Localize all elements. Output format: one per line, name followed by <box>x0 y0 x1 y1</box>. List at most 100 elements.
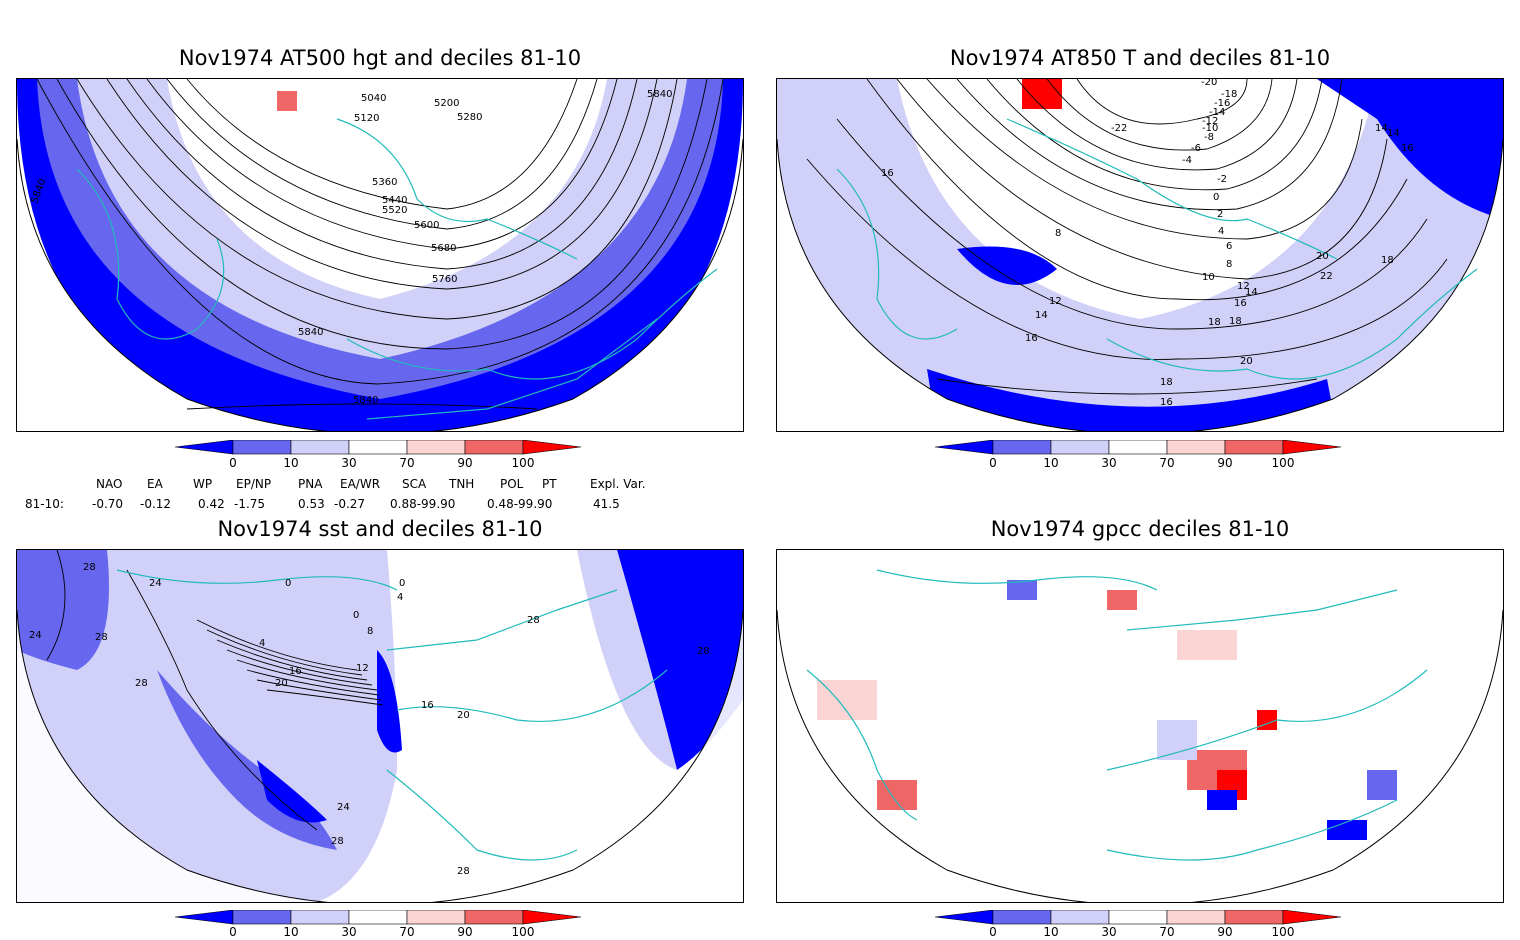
contour-label: 0 <box>353 610 359 621</box>
panel-title-sst: Nov1974 sst and deciles 81-10 <box>217 517 543 541</box>
colorbar-swatch <box>1108 439 1168 455</box>
colorbar-swatch <box>1282 909 1342 925</box>
contour-label: 28 <box>95 632 108 643</box>
contour-label: 5120 <box>354 113 379 124</box>
map-gpcc <box>777 569 1503 902</box>
hgt-contour-labels: 5040 5200 5120 5280 5840 5360 5440 5520 … <box>29 89 672 406</box>
colorbar-label: 100 <box>511 456 535 470</box>
colorbar-swatch <box>464 439 524 455</box>
colorbar-bottom-left: 0 10 30 70 90 100 <box>174 909 585 940</box>
contour-label: 28 <box>697 646 710 657</box>
contour-label: 4 <box>1218 226 1224 237</box>
colorbar-label: 10 <box>283 456 299 470</box>
contour-label: 16 <box>289 666 302 677</box>
contour-label: 18 <box>1381 255 1394 266</box>
index-header: TNH <box>449 477 475 491</box>
contour-label: 20 <box>1240 356 1253 367</box>
contour-label: 16 <box>881 168 894 179</box>
deciles-low-region <box>617 550 743 770</box>
contour-label: 12 <box>1237 281 1250 292</box>
deciles-high-patch <box>1022 79 1062 109</box>
colorbar-swatch <box>522 909 582 925</box>
contour-label: 5600 <box>414 220 439 231</box>
map-sst: 28 24 0 0 4 0 8 28 24 28 28 4 16 12 20 1… <box>17 550 743 902</box>
map-panel-t850: -20 -18 -16 -14 -12 -10 -22 -8 -6 -4 -2 … <box>776 78 1504 432</box>
contour-label: 5760 <box>432 274 457 285</box>
contour-label: 14 <box>1035 310 1048 321</box>
contour-label: 5040 <box>361 93 386 104</box>
contour-label: 28 <box>527 615 540 626</box>
contour-label: 18 <box>1160 377 1173 388</box>
index-value: -0.27 <box>334 497 366 511</box>
colorbar-label: 30 <box>341 456 357 470</box>
colorbar-label: 0 <box>989 925 997 939</box>
deciles-high-patch <box>277 91 297 111</box>
contour-label: 18 <box>1229 316 1242 327</box>
contour-label: 28 <box>331 836 344 847</box>
contour-label: 16 <box>1025 333 1038 344</box>
colorbar-swatch <box>934 439 994 455</box>
colorbar-swatch <box>348 909 408 925</box>
contour-label: 12 <box>356 663 369 674</box>
hgt-contours <box>36 79 724 410</box>
contour-label: -22 <box>1111 123 1127 134</box>
colorbar-swatch <box>1224 439 1284 455</box>
index-header: EA <box>147 477 163 491</box>
coastlines <box>806 569 1428 861</box>
deciles-low-region <box>1317 79 1503 219</box>
colorbar-swatch <box>1224 909 1284 925</box>
contour-label: -16 <box>1214 98 1230 109</box>
colorbar-label: 100 <box>511 925 535 939</box>
contour-label: 20 <box>1316 251 1329 262</box>
contour-label: 28 <box>83 562 96 573</box>
panel-title-t850: Nov1974 AT850 T and deciles 81-10 <box>949 46 1331 70</box>
index-value: 0.42 <box>198 497 225 511</box>
outside-projection <box>777 79 1503 431</box>
colorbar-swatches <box>174 909 582 925</box>
colorbar-label: 10 <box>1043 925 1059 939</box>
contour-label: -4 <box>1182 155 1192 166</box>
contour-label: -18 <box>1221 89 1237 100</box>
index-header: NAO <box>96 477 123 491</box>
contour-label: -6 <box>1191 143 1201 154</box>
colorbar-swatch <box>1108 909 1168 925</box>
colorbar-swatch <box>174 439 234 455</box>
colorbar-bottom-right: 0 10 30 70 90 100 <box>934 909 1345 940</box>
contour-label: 5440 <box>382 195 407 206</box>
coastlines <box>836 118 1478 380</box>
map-hgt500: 5040 5200 5120 5280 5840 5360 5440 5520 … <box>17 79 743 431</box>
contour-label: 0 <box>285 578 291 589</box>
contour-label: 24 <box>337 802 350 813</box>
contour-label: 8 <box>1055 228 1061 239</box>
colorbar-swatch <box>348 439 408 455</box>
index-value: 0.88-99.90 <box>390 497 456 511</box>
colorbar-label: 90 <box>457 925 473 939</box>
colorbar-swatch <box>1166 439 1226 455</box>
map-t850: -20 -18 -16 -14 -12 -10 -22 -8 -6 -4 -2 … <box>777 79 1503 431</box>
contour-label: 0 <box>1213 192 1219 203</box>
colorbar-swatch <box>406 909 466 925</box>
panel-title-gpcc: Nov1974 gpcc deciles 81-10 <box>990 517 1290 541</box>
colorbar-label: 0 <box>229 456 237 470</box>
contour-label: 14 <box>1387 128 1400 139</box>
colorbar-swatch <box>992 909 1052 925</box>
colorbar-swatch <box>1282 439 1342 455</box>
colorbar-label: 90 <box>1217 925 1233 939</box>
contour-label: -12 <box>1202 116 1218 127</box>
colorbar-top-right: 0 10 30 70 90 100 <box>934 439 1345 475</box>
projection-edge <box>777 609 1503 902</box>
map-panel-gpcc <box>776 549 1504 903</box>
contour-label: 16 <box>421 700 434 711</box>
contour-label: 5520 <box>382 205 407 216</box>
contour-label: 20 <box>275 678 288 689</box>
sst-contour-labels: 28 24 0 0 4 0 8 28 24 28 28 4 16 12 20 1… <box>29 562 710 877</box>
colorbar-label: 30 <box>1101 456 1117 470</box>
colorbar-label: 0 <box>989 456 997 470</box>
index-value: -1.75 <box>234 497 266 511</box>
colorbar-swatch <box>406 439 466 455</box>
contour-label: 28 <box>457 866 470 877</box>
deciles-30-70-region <box>577 550 677 770</box>
colorbar-label: 0 <box>229 925 237 939</box>
index-value: 41.5 <box>593 497 620 511</box>
t850-contour-labels: -20 -18 -16 -14 -12 -10 -22 -8 -6 -4 -2 … <box>881 79 1414 408</box>
